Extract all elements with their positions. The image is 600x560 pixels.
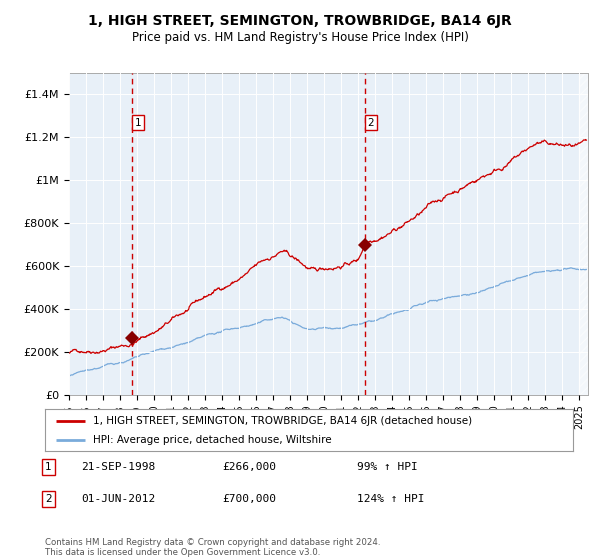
Text: 01-JUN-2012: 01-JUN-2012 [81,494,155,504]
Text: 124% ↑ HPI: 124% ↑ HPI [357,494,425,504]
Text: £700,000: £700,000 [222,494,276,504]
Text: Price paid vs. HM Land Registry's House Price Index (HPI): Price paid vs. HM Land Registry's House … [131,31,469,44]
Text: HPI: Average price, detached house, Wiltshire: HPI: Average price, detached house, Wilt… [92,435,331,445]
Text: 99% ↑ HPI: 99% ↑ HPI [357,462,418,472]
Text: 21-SEP-1998: 21-SEP-1998 [81,462,155,472]
Text: 1: 1 [45,462,52,472]
Text: 2: 2 [45,494,52,504]
Text: 1: 1 [134,118,141,128]
Text: 1, HIGH STREET, SEMINGTON, TROWBRIDGE, BA14 6JR (detached house): 1, HIGH STREET, SEMINGTON, TROWBRIDGE, B… [92,416,472,426]
Text: £266,000: £266,000 [222,462,276,472]
Text: Contains HM Land Registry data © Crown copyright and database right 2024.
This d: Contains HM Land Registry data © Crown c… [45,538,380,557]
Text: 1, HIGH STREET, SEMINGTON, TROWBRIDGE, BA14 6JR: 1, HIGH STREET, SEMINGTON, TROWBRIDGE, B… [88,14,512,28]
Text: 2: 2 [367,118,374,128]
Bar [580,73,588,395]
